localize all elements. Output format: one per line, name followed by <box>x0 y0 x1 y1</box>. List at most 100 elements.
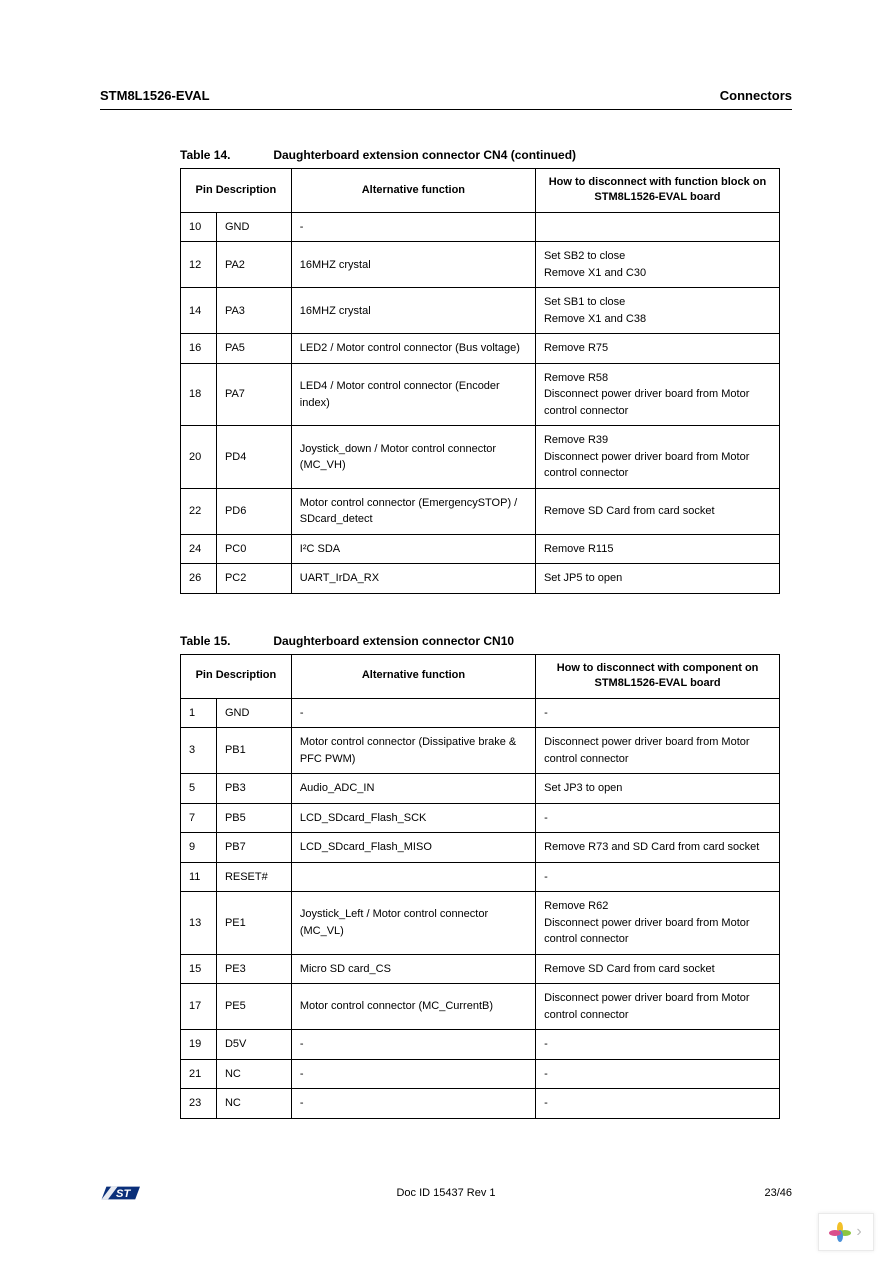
t14-desc: PA5 <box>216 334 291 364</box>
t14-pin: 24 <box>181 534 217 564</box>
t14-how <box>535 212 779 242</box>
t15-desc: PE3 <box>216 954 291 984</box>
t14-pin: 26 <box>181 564 217 594</box>
footer-page-number: 23/46 <box>764 1187 792 1199</box>
t15-how: - <box>536 1030 780 1060</box>
t15-how: - <box>536 1059 780 1089</box>
t14-alt: LED4 / Motor control connector (Encoder … <box>291 363 535 426</box>
t15-alt: - <box>291 1030 535 1060</box>
t15-desc: PE1 <box>216 892 291 955</box>
t14-desc: PA3 <box>216 288 291 334</box>
t14-alt: I²C SDA <box>291 534 535 564</box>
t15-how: Remove R73 and SD Card from card socket <box>536 833 780 863</box>
table-row: 23NC-- <box>181 1089 780 1119</box>
t14-alt: Joystick_down / Motor control connector … <box>291 426 535 489</box>
t14-desc: PD4 <box>216 426 291 489</box>
corner-badge[interactable]: › <box>818 1213 874 1251</box>
t15-desc: RESET# <box>216 862 291 892</box>
t14-desc: PC0 <box>216 534 291 564</box>
t15-alt: Joystick_Left / Motor control connector … <box>291 892 535 955</box>
t14-pin: 18 <box>181 363 217 426</box>
table-row: 5PB3Audio_ADC_INSet JP3 to open <box>181 774 780 804</box>
table-row: 26PC2UART_IrDA_RXSet JP5 to open <box>181 564 780 594</box>
table14-caption: Table 14. Daughterboard extension connec… <box>180 148 792 162</box>
table-row: 17PE5Motor control connector (MC_Current… <box>181 984 780 1030</box>
svg-text:ST: ST <box>116 1188 131 1200</box>
t14-how: Set SB1 to close Remove X1 and C38 <box>535 288 779 334</box>
t15-desc: PE5 <box>216 984 291 1030</box>
table-row: 19D5V-- <box>181 1030 780 1060</box>
t15-desc: D5V <box>216 1030 291 1060</box>
t15-how: - <box>536 862 780 892</box>
t15-how: Remove SD Card from card socket <box>536 954 780 984</box>
t15-alt: LCD_SDcard_Flash_MISO <box>291 833 535 863</box>
t15-pin: 1 <box>181 698 217 728</box>
t14-alt: UART_IrDA_RX <box>291 564 535 594</box>
st-logo: ST <box>100 1178 148 1208</box>
t15-desc: PB3 <box>216 774 291 804</box>
table-row: 3PB1Motor control connector (Dissipative… <box>181 728 780 774</box>
t15-how: - <box>536 803 780 833</box>
t15-pin: 17 <box>181 984 217 1030</box>
t15-pin: 13 <box>181 892 217 955</box>
page-footer: ST Doc ID 15437 Rev 1 23/46 <box>100 1178 792 1208</box>
t15-desc: GND <box>216 698 291 728</box>
t15-pin: 9 <box>181 833 217 863</box>
header-right: Connectors <box>720 88 792 103</box>
t14-how: Set SB2 to close Remove X1 and C30 <box>535 242 779 288</box>
t14-how: Remove R75 <box>535 334 779 364</box>
t15-alt: Motor control connector (MC_CurrentB) <box>291 984 535 1030</box>
t14-alt: LED2 / Motor control connector (Bus volt… <box>291 334 535 364</box>
t15-pin: 7 <box>181 803 217 833</box>
page-header: STM8L1526-EVAL Connectors <box>100 88 792 110</box>
t14-alt: - <box>291 212 535 242</box>
table-row: 21NC-- <box>181 1059 780 1089</box>
table14-number: Table 14. <box>180 148 270 162</box>
t15-alt: Micro SD card_CS <box>291 954 535 984</box>
t15-alt: LCD_SDcard_Flash_SCK <box>291 803 535 833</box>
table14-th-alt: Alternative function <box>291 169 535 213</box>
table-row: 20PD4Joystick_down / Motor control conne… <box>181 426 780 489</box>
table15-header-row: Pin Description Alternative function How… <box>181 654 780 698</box>
t14-how: Remove SD Card from card socket <box>535 488 779 534</box>
table-row: 10GND- <box>181 212 780 242</box>
t15-desc: NC <box>216 1059 291 1089</box>
t15-how: Remove R62 Disconnect power driver board… <box>536 892 780 955</box>
table15-th-how: How to disconnect with component on STM8… <box>536 654 780 698</box>
t15-pin: 3 <box>181 728 217 774</box>
t14-pin: 16 <box>181 334 217 364</box>
t15-pin: 5 <box>181 774 217 804</box>
header-left: STM8L1526-EVAL <box>100 88 210 103</box>
table-row: 16PA5LED2 / Motor control connector (Bus… <box>181 334 780 364</box>
table14-header-row: Pin Description Alternative function How… <box>181 169 780 213</box>
t14-how: Remove R39 Disconnect power driver board… <box>535 426 779 489</box>
t15-alt: - <box>291 1059 535 1089</box>
table-row: 24PC0I²C SDARemove R115 <box>181 534 780 564</box>
t14-alt: 16MHZ crystal <box>291 242 535 288</box>
table15-caption: Table 15. Daughterboard extension connec… <box>180 634 792 648</box>
t14-how: Remove R58 Disconnect power driver board… <box>535 363 779 426</box>
t14-pin: 12 <box>181 242 217 288</box>
flower-icon <box>830 1222 850 1242</box>
table-row: 12PA216MHZ crystalSet SB2 to close Remov… <box>181 242 780 288</box>
table14: Pin Description Alternative function How… <box>180 168 780 594</box>
t15-how: - <box>536 1089 780 1119</box>
t14-desc: PD6 <box>216 488 291 534</box>
t14-how: Set JP5 to open <box>535 564 779 594</box>
table-row: 22PD6Motor control connector (EmergencyS… <box>181 488 780 534</box>
t15-alt <box>291 862 535 892</box>
t14-desc: PC2 <box>216 564 291 594</box>
t15-desc: PB7 <box>216 833 291 863</box>
t15-alt: Motor control connector (Dissipative bra… <box>291 728 535 774</box>
table-row: 14PA316MHZ crystalSet SB1 to close Remov… <box>181 288 780 334</box>
table15-title: Daughterboard extension connector CN10 <box>273 634 514 648</box>
t15-pin: 23 <box>181 1089 217 1119</box>
t15-how: Disconnect power driver board from Motor… <box>536 728 780 774</box>
t15-pin: 19 <box>181 1030 217 1060</box>
t15-how: Set JP3 to open <box>536 774 780 804</box>
t15-alt: - <box>291 1089 535 1119</box>
t15-pin: 15 <box>181 954 217 984</box>
tables-container: Table 14. Daughterboard extension connec… <box>100 148 792 1119</box>
table15: Pin Description Alternative function How… <box>180 654 780 1119</box>
t15-pin: 21 <box>181 1059 217 1089</box>
